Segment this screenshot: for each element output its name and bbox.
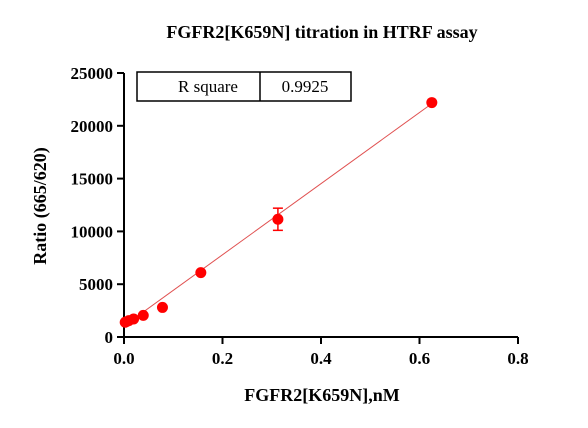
axes: 0 5000 10000 15000 20000 25000 0.0 0.2 0.4 0.6 0.8 [71, 64, 529, 368]
x-tick-label: 0.6 [409, 349, 430, 368]
x-axis-label: FGFR2[K659N],nM [244, 385, 399, 405]
r-square-label: R square [178, 77, 238, 96]
r-square-value: 0.9925 [282, 77, 329, 96]
data-point [426, 97, 438, 109]
x-tick-label: 0.0 [113, 349, 134, 368]
y-axis-label: Ratio (665/620) [30, 147, 51, 264]
y-tick-label: 5000 [79, 275, 113, 294]
y-tick-label: 10000 [71, 222, 114, 241]
data-point [272, 213, 284, 225]
x-tick-label: 0.2 [212, 349, 233, 368]
r-square-table: R square 0.9925 [136, 71, 352, 102]
chart-title: FGFR2[K659N] titration in HTRF assay [166, 22, 477, 42]
x-tick-label: 0.4 [310, 349, 332, 368]
data-point [156, 301, 168, 313]
data-points [119, 97, 438, 328]
y-tick-label: 15000 [71, 170, 114, 189]
r-square-table-border [136, 71, 352, 102]
x-tick-label: 0.8 [507, 349, 528, 368]
data-point [128, 313, 140, 325]
data-point [195, 267, 207, 279]
y-tick-label: 20000 [71, 117, 114, 136]
y-tick-label: 25000 [71, 64, 114, 83]
y-tick-label: 0 [105, 328, 114, 347]
data-point [137, 309, 149, 321]
